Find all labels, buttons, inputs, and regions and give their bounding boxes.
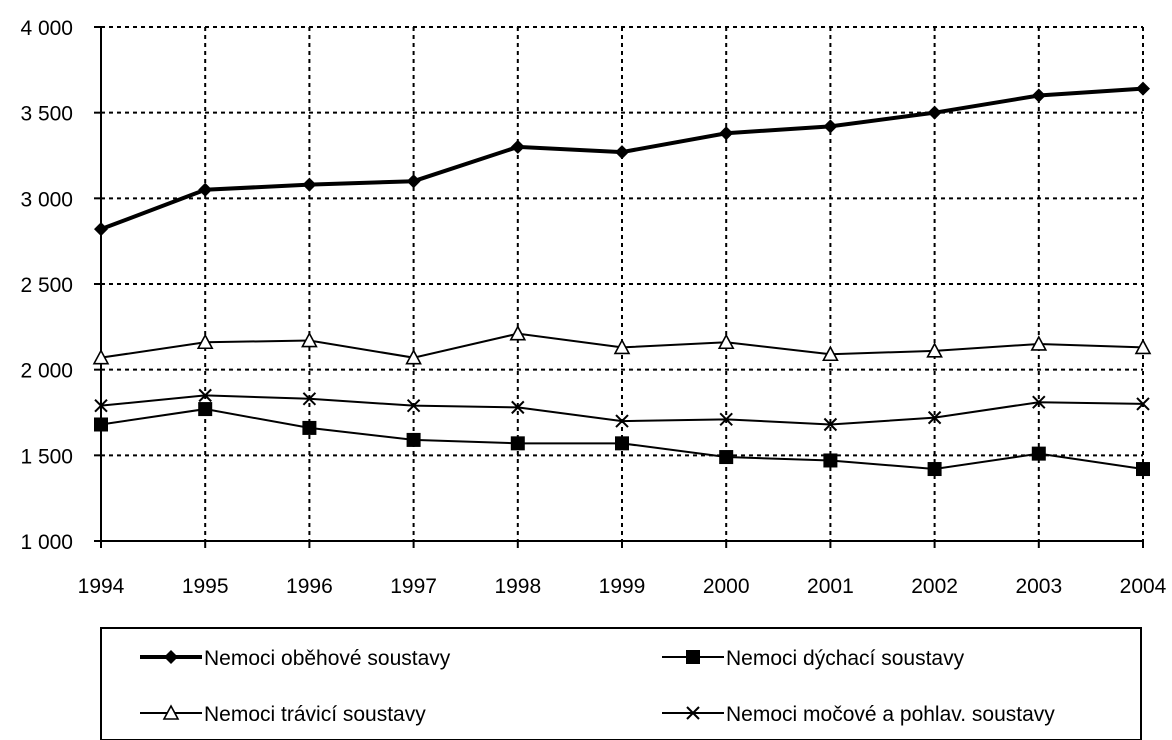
series-2 [94,402,1150,477]
legend-item-2: Nemoci dýchací soustavy [662,647,965,670]
x-tick-label: 1996 [286,575,333,598]
x-tick-label: 1994 [78,575,125,598]
data-point [94,398,108,413]
data-point [719,450,734,465]
data-point [717,333,735,350]
data-point [1031,446,1046,461]
data-point [823,119,838,134]
data-point [511,400,525,415]
y-tick-label: 2 500 [20,274,73,297]
y-tick-label: 3 500 [20,103,73,126]
data-point [926,342,943,358]
series-group [92,81,1152,477]
x-tick-label: 2000 [703,575,750,598]
legend-label: Nemoci trávicí soustavy [204,703,426,726]
data-point [1134,338,1152,355]
data-point [686,650,700,664]
x-axis-ticks: 1994 1995 1996 1997 1998 1999 2000 2001 2002 2003… [78,541,1167,598]
data-point [1031,88,1046,103]
legend: Nemoci oběhové soustavy Nemoci dýchací so… [100,627,1142,740]
data-point [1136,81,1150,96]
data-point [1030,335,1048,351]
data-point [1136,397,1150,411]
data-point [927,105,942,120]
data-point [94,417,108,432]
data-point [822,345,839,362]
series-1 [94,81,1150,237]
y-tick-label: 4 000 [20,17,73,40]
data-point [92,348,110,365]
x-tick-label: 1998 [494,575,541,598]
data-point [1032,395,1046,409]
data-point [301,331,318,348]
data-point [198,388,212,403]
x-tick-label: 2001 [807,575,854,598]
y-tick-label: 2 000 [20,360,73,383]
data-point [94,222,108,237]
y-axis-ticks: 1 000 1 500 2 000 2 500 3 000 3 500 4 000 [20,17,101,554]
data-point [198,402,213,417]
data-point [823,453,838,468]
data-point [823,417,838,432]
legend-label: Nemoci dýchací soustavy [726,647,965,670]
x-tick-label: 2002 [911,575,958,598]
y-tick-label: 3 000 [20,188,73,211]
data-point [509,324,527,341]
data-point [406,432,421,447]
data-point [686,706,700,720]
data-point [164,650,178,664]
x-tick-label: 2003 [1015,575,1062,598]
legend-item-1: Nemoci oběhové soustavy [140,647,451,670]
legend-label: Nemoci močové a pohlav. soustavy [726,703,1055,726]
data-point [719,412,733,427]
data-point [196,333,214,350]
data-point [615,436,629,451]
series-4 [94,388,1150,432]
data-point [302,420,317,435]
x-tick-label: 2004 [1120,575,1167,598]
legend-item-3: Nemoci trávicí soustavy [140,703,426,726]
data-point [613,338,631,355]
y-tick-label: 1 000 [20,531,73,554]
y-tick-label: 1 500 [20,445,73,468]
x-tick-label: 1999 [599,575,646,598]
data-point [405,348,422,365]
series-3 [92,324,1152,365]
data-point [615,414,629,428]
legend-label: Nemoci oběhové soustavy [204,647,451,670]
x-tick-label: 1995 [182,575,229,598]
data-point [1136,462,1150,477]
x-tick-label: 1997 [390,575,437,598]
legend-box [100,627,1142,740]
data-point [162,704,180,720]
data-point [615,145,629,160]
data-point [406,398,421,413]
data-point [198,182,213,197]
legend-item-4: Nemoci močové a pohlav. soustavy [662,703,1055,726]
data-point [927,410,942,425]
data-point [719,126,734,141]
data-point [510,139,525,154]
data-point [302,392,317,406]
data-point [927,462,942,477]
data-point [406,174,421,189]
grid-lines [101,26,1144,541]
data-point [302,177,317,192]
data-point [510,436,525,451]
